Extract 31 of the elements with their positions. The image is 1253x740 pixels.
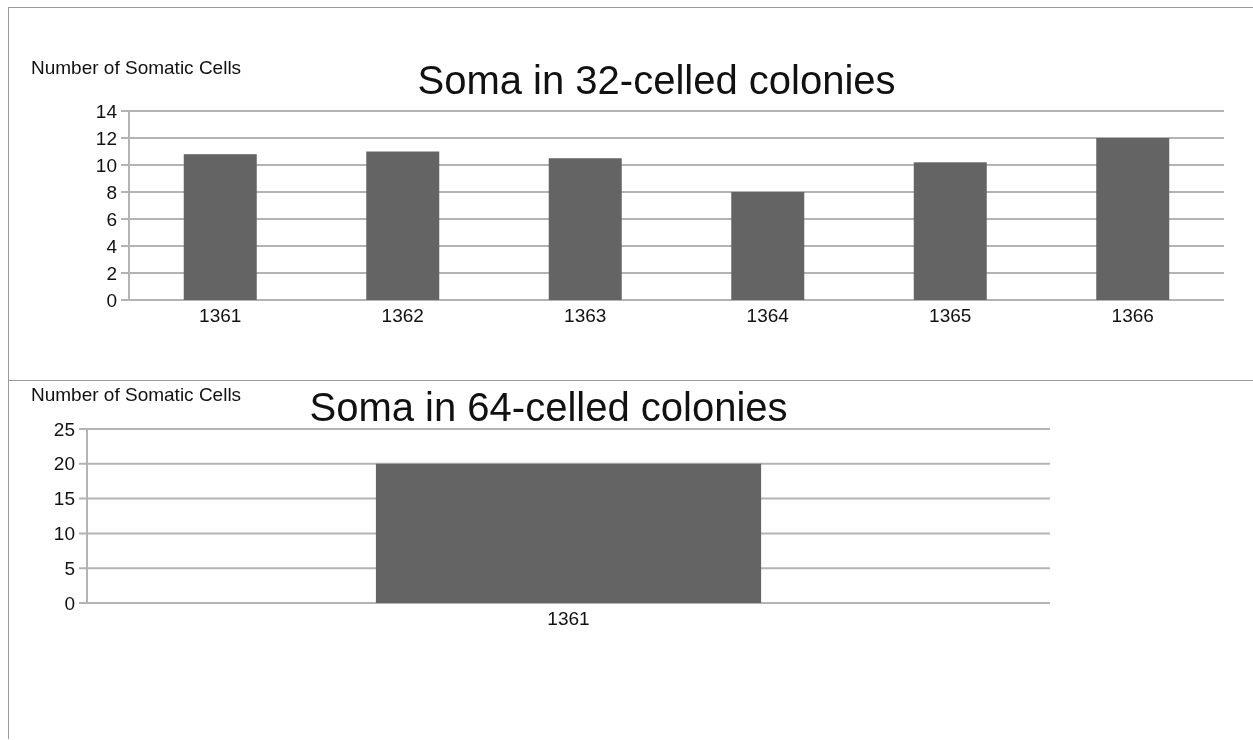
y-tick-label: 6: [106, 208, 117, 230]
y-tick-label: 14: [95, 100, 118, 122]
x-tick-label: 1361: [547, 608, 590, 629]
chart-title: Soma in 64-celled colonies: [309, 385, 788, 429]
bar: [731, 192, 805, 300]
y-tick-label: 2: [106, 262, 117, 284]
y-tick-label: 10: [53, 523, 75, 545]
x-tick-label: 1364: [746, 305, 790, 326]
bar: [183, 154, 257, 300]
y-tick-label: 5: [64, 557, 75, 579]
bar: [913, 162, 987, 300]
y-tick-label: 25: [53, 418, 75, 440]
x-tick-label: 1366: [1111, 305, 1154, 326]
x-tick-label: 1362: [381, 305, 424, 326]
chart-title: Soma in 32-celled colonies: [417, 58, 896, 102]
y-axis-title: Number of Somatic Cells: [31, 384, 242, 405]
y-tick-label: 20: [53, 453, 75, 475]
y-tick-label: 0: [64, 592, 75, 614]
y-tick-label: 10: [95, 154, 117, 176]
y-tick-label: 8: [106, 181, 117, 203]
y-axis-title: Number of Somatic Cells: [31, 57, 242, 78]
bar: [548, 158, 622, 300]
x-tick-label: 1361: [199, 305, 242, 326]
x-tick-label: 1365: [929, 305, 972, 326]
y-tick-label: 0: [106, 289, 117, 311]
y-tick-label: 4: [106, 235, 118, 257]
y-tick-label: 12: [95, 127, 117, 149]
bar: [1096, 138, 1170, 300]
bar: [366, 151, 440, 300]
y-tick-label: 15: [53, 488, 75, 510]
x-tick-label: 1363: [564, 305, 607, 326]
